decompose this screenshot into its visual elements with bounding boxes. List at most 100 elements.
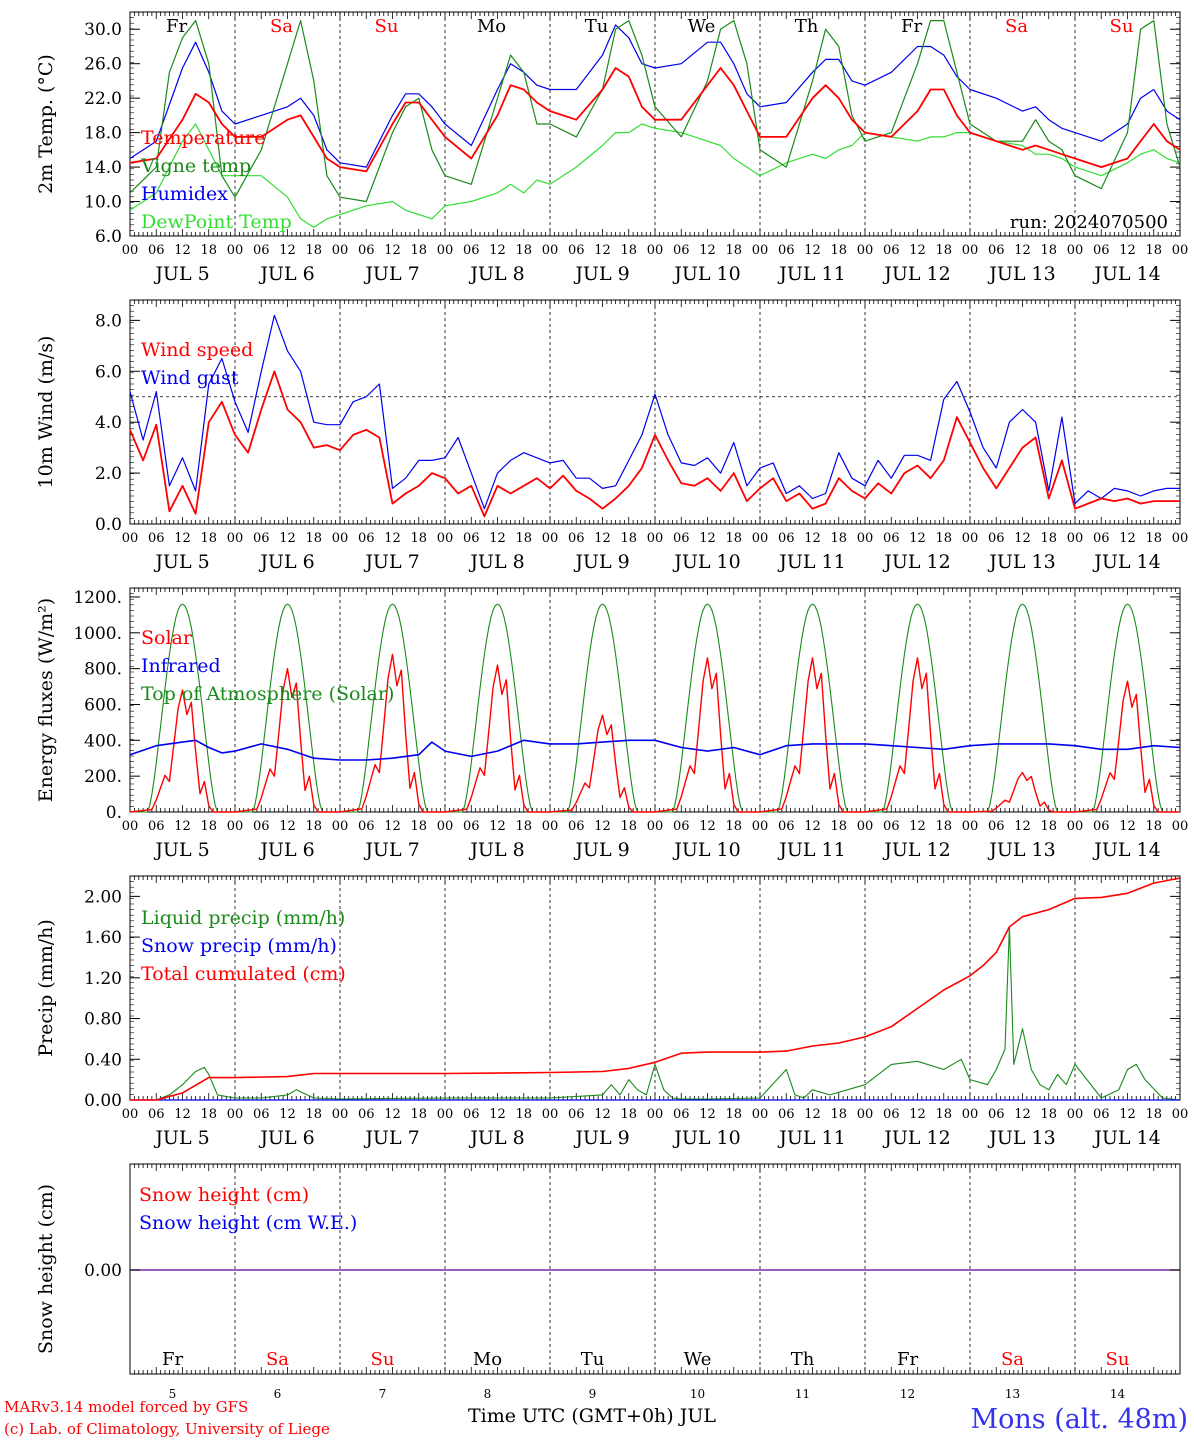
hour-tick-label: 12	[594, 243, 611, 258]
day-of-week-label: Tu	[585, 16, 609, 37]
hour-tick-label: 12	[804, 1107, 821, 1122]
hour-tick-label: 06	[988, 1107, 1005, 1122]
hour-tick-label: 00	[437, 243, 454, 258]
series-line	[129, 123, 1181, 228]
hour-tick-label: 00	[437, 531, 454, 546]
date-label: JUL 5	[153, 1127, 209, 1149]
hour-tick-label: 00	[542, 1107, 559, 1122]
location-label: Mons (alt. 48m)	[970, 1404, 1188, 1435]
day-of-week-label: Fr	[166, 16, 187, 37]
legend-entry: Solar	[141, 627, 193, 649]
day-number-label: 9	[589, 1387, 597, 1401]
hour-tick-label: 12	[909, 819, 926, 834]
legend-entry: Wind gust	[141, 367, 239, 389]
hour-tick-label: 12	[279, 531, 296, 546]
hour-tick-label: 06	[148, 243, 165, 258]
day-of-week-label: Mo	[473, 1349, 502, 1370]
hour-tick-label: 12	[384, 1107, 401, 1122]
legend-entry: Infrared	[141, 655, 221, 677]
day-of-week-label: Sa	[1001, 1349, 1024, 1370]
hour-tick-label: 06	[148, 1107, 165, 1122]
hour-tick-label: 06	[778, 1107, 795, 1122]
y-axis-label: Precip (mm/h)	[35, 919, 57, 1057]
day-of-week-label: Su	[1106, 1349, 1130, 1370]
hour-tick-label: 12	[279, 819, 296, 834]
y-tick-label: 1000.	[73, 624, 122, 644]
y-tick-label: 0.	[106, 803, 122, 823]
hour-tick-label: 00	[647, 243, 664, 258]
date-label: JUL 10	[672, 839, 740, 861]
date-label: JUL 10	[672, 263, 740, 285]
hour-tick-label: 06	[568, 1107, 585, 1122]
hour-tick-label: 06	[1093, 819, 1110, 834]
day-of-week-label: We	[688, 16, 716, 37]
hour-tick-label: 12	[804, 531, 821, 546]
y-tick-label: 400.	[84, 731, 122, 751]
y-tick-label: 2.0	[95, 464, 122, 484]
date-label: JUL 11	[777, 551, 845, 573]
date-label: JUL 5	[153, 839, 209, 861]
legend-entry: Vigne temp	[140, 155, 251, 177]
hour-tick-label: 06	[253, 531, 270, 546]
panel-1: 6.0 10.0 14.0 18.0 22.0 26.0 30.0 2m Temp. (°C)…	[35, 11, 1188, 285]
hour-tick-label: 00	[1172, 1107, 1189, 1122]
hour-tick-label: 06	[358, 1107, 375, 1122]
day-number-label: 13	[1005, 1387, 1020, 1401]
hour-tick-label: 18	[935, 1107, 952, 1122]
date-label: JUL 8	[468, 551, 524, 573]
hour-tick-label: 12	[699, 819, 716, 834]
y-tick-label: 14.0	[84, 158, 122, 178]
hour-tick-label: 18	[515, 531, 532, 546]
date-label: JUL 9	[573, 551, 629, 573]
legend-entry: Total cumulated (cm)	[141, 963, 346, 985]
hour-tick-label: 00	[857, 1107, 874, 1122]
hour-tick-label: 18	[935, 531, 952, 546]
series-line	[129, 739, 1181, 761]
hour-tick-label: 06	[673, 243, 690, 258]
hour-tick-label: 18	[830, 819, 847, 834]
series-line	[129, 653, 1180, 813]
panel-frame	[129, 11, 1181, 237]
hour-tick-label: 18	[305, 243, 322, 258]
hour-tick-label: 18	[830, 531, 847, 546]
hour-tick-label: 06	[358, 243, 375, 258]
legend-entry: Snow precip (mm/h)	[141, 935, 337, 957]
legend-entry: Humidex	[141, 183, 228, 205]
hour-tick-label: 06	[673, 819, 690, 834]
hour-tick-label: 00	[332, 819, 349, 834]
date-label: JUL 7	[363, 839, 419, 861]
hour-tick-label: 06	[988, 819, 1005, 834]
hour-tick-label: 12	[1119, 243, 1136, 258]
y-tick-label: 200.	[84, 767, 122, 787]
hour-tick-label: 18	[200, 819, 217, 834]
hour-tick-label: 12	[699, 243, 716, 258]
hour-tick-label: 00	[857, 243, 874, 258]
hour-tick-label: 12	[489, 819, 506, 834]
hour-tick-label: 00	[332, 1107, 349, 1122]
legend-entry: Snow height (cm)	[139, 1184, 309, 1206]
hour-tick-label: 06	[463, 1107, 480, 1122]
date-label: JUL 11	[777, 263, 845, 285]
day-number-label: 5	[169, 1387, 177, 1401]
hour-tick-label: 06	[463, 243, 480, 258]
hour-tick-label: 00	[227, 1107, 244, 1122]
date-label: JUL 9	[573, 839, 629, 861]
hour-tick-label: 00	[122, 243, 139, 258]
hour-tick-label: 18	[725, 1107, 742, 1122]
hour-tick-label: 06	[673, 531, 690, 546]
hour-tick-label: 12	[174, 243, 191, 258]
hour-tick-label: 12	[174, 531, 191, 546]
hour-tick-label: 06	[883, 1107, 900, 1122]
hour-tick-label: 18	[1040, 819, 1057, 834]
hour-tick-label: 18	[200, 531, 217, 546]
hour-tick-label: 00	[542, 243, 559, 258]
legend-entry: Wind speed	[141, 339, 253, 361]
hour-tick-label: 18	[725, 243, 742, 258]
date-label: JUL 11	[777, 839, 845, 861]
day-number-label: 7	[379, 1387, 387, 1401]
y-tick-label: 10.0	[84, 193, 122, 213]
date-label: JUL 7	[363, 263, 419, 285]
hour-tick-label: 18	[1145, 1107, 1162, 1122]
date-label: JUL 10	[672, 1127, 740, 1149]
hour-tick-label: 18	[620, 243, 637, 258]
